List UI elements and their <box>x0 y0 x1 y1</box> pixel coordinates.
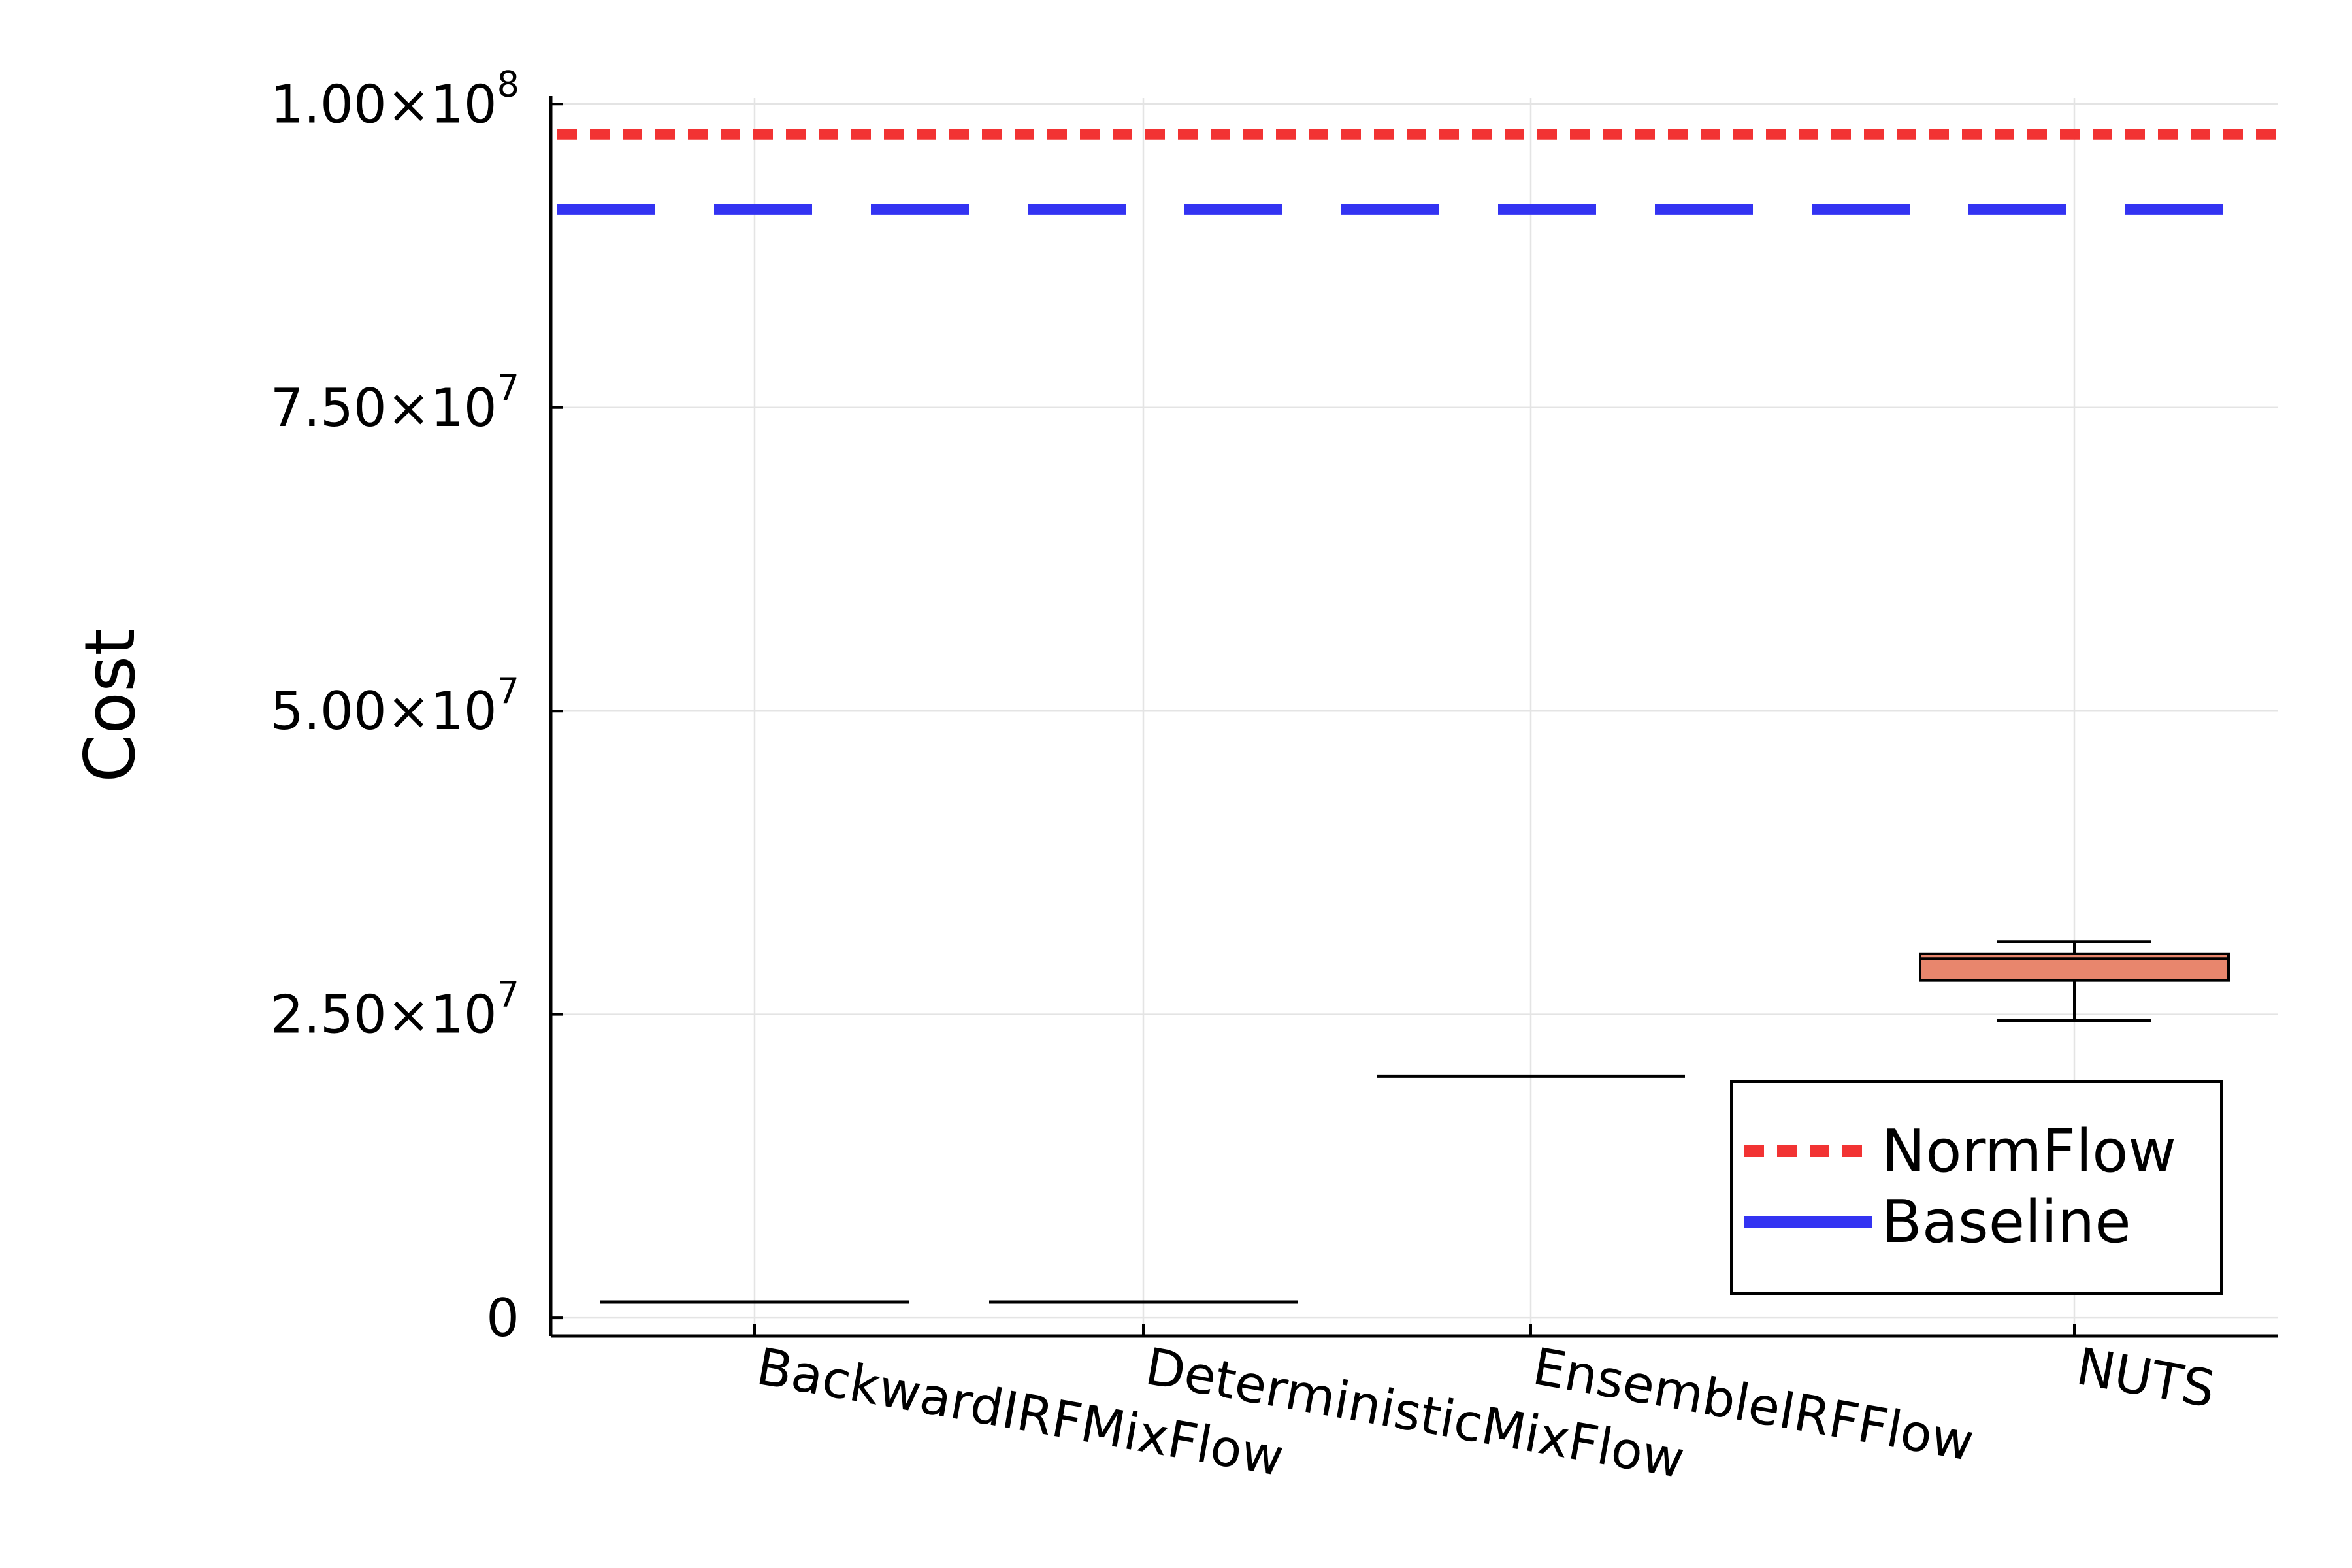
reference-lines <box>557 129 2278 215</box>
box-nuts <box>1919 940 2230 1022</box>
y-tick-label: 2.50×107 <box>270 974 519 1045</box>
y-tick-label: 0 <box>486 1288 519 1348</box>
y-axis-ticks: 0 2.50×107 5.00×107 7.50×107 1.00×108 <box>270 63 563 1348</box>
legend-label-baseline: Baseline <box>1882 1188 2131 1256</box>
box-series <box>600 940 2230 1304</box>
y-tick-label: 7.50×107 <box>270 367 519 438</box>
x-tick-label: NUTS <box>2072 1337 2219 1420</box>
grid-lines <box>551 98 2278 1336</box>
y-axis-title: Cost <box>70 629 150 783</box>
y-tick-label: 1.00×108 <box>270 63 519 135</box>
legend-box <box>1730 1080 2223 1295</box>
legend-label-normflow: NormFlow <box>1882 1117 2176 1186</box>
y-tick-label: 5.00×107 <box>270 670 519 742</box>
x-axis-ticks: BackwardIRFMixFlowDeterministicMixFlowEn… <box>753 1324 2219 1490</box>
